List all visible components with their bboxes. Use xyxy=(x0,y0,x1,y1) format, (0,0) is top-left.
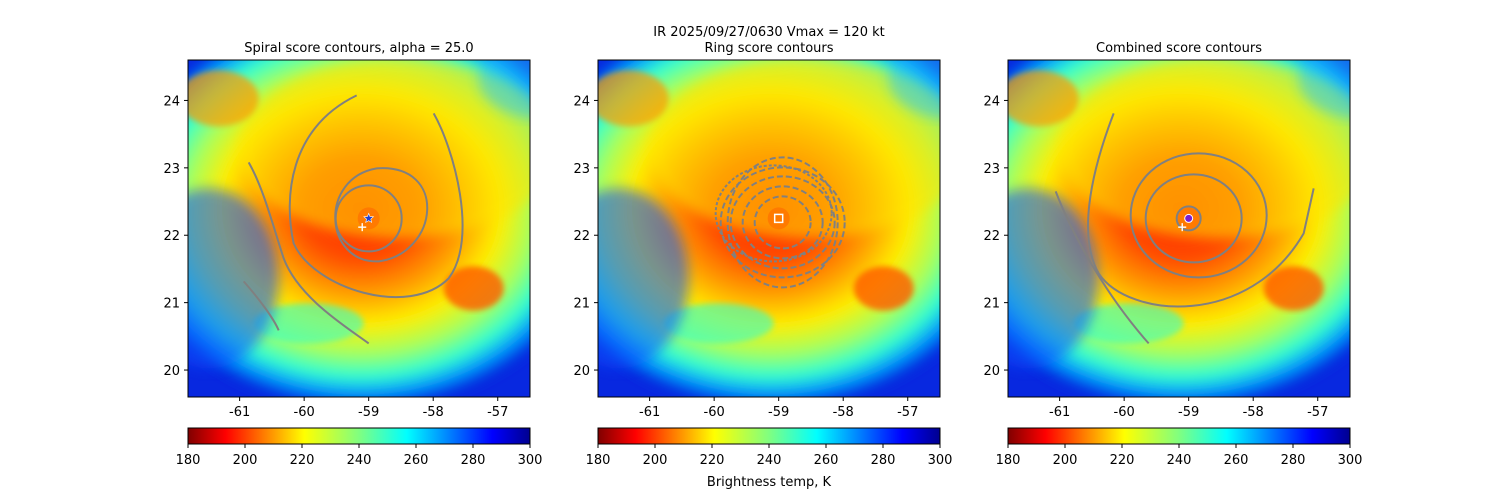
x-tick-label: -59 xyxy=(358,405,379,420)
colorbar-tick-label: 200 xyxy=(643,453,668,468)
panel-title: Combined score contours xyxy=(1096,41,1262,56)
x-tick-label: -57 xyxy=(487,405,508,420)
x-tick-label: -58 xyxy=(833,405,854,420)
panel-title: Ring score contours xyxy=(704,41,833,56)
colorbar-tick-label: 300 xyxy=(1338,453,1363,468)
x-tick-label: -61 xyxy=(1049,405,1070,420)
axes-frame xyxy=(187,59,531,398)
contour-line xyxy=(741,185,824,260)
colorbar-tick-label: 180 xyxy=(586,453,611,468)
x-tick-label: -58 xyxy=(423,405,444,420)
x-tick-label: -60 xyxy=(1114,405,1135,420)
colorbar-label: Brightness temp, K xyxy=(707,475,832,490)
x-tick-label: -57 xyxy=(897,405,918,420)
x-tick-label: -59 xyxy=(768,405,789,420)
panel-3: Combined score contours -61 -60 -59 -58 -57 20… xyxy=(983,41,1363,468)
panel-2: Ring score contours -61 -60 -59 -58 -57 20 21 22… xyxy=(573,41,953,468)
y-tick-label: 22 xyxy=(573,229,590,244)
contour-line xyxy=(714,164,833,263)
colorbar-tick-label: 260 xyxy=(1224,453,1249,468)
y-tick-label: 23 xyxy=(163,162,180,177)
x-tick-label: -58 xyxy=(1243,405,1264,420)
y-tick-label: 20 xyxy=(983,364,1000,379)
x-tick-label: -60 xyxy=(294,405,315,420)
colorbar-tick-label: 280 xyxy=(871,453,896,468)
y-tick-label: 22 xyxy=(983,229,1000,244)
colorbar-tick-label: 220 xyxy=(290,453,315,468)
center-star-marker xyxy=(363,212,375,224)
colorbar-tick-label: 300 xyxy=(518,453,543,468)
x-tick-label: -61 xyxy=(229,405,250,420)
y-tick-label: 24 xyxy=(983,94,1000,109)
x-tick-label: -61 xyxy=(639,405,660,420)
colorbar-tick-label: 300 xyxy=(928,453,953,468)
y-tick-label: 20 xyxy=(573,364,590,379)
colorbar-tick-label: 280 xyxy=(1281,453,1306,468)
colorbar-tick-label: 280 xyxy=(461,453,486,468)
contour-line xyxy=(242,280,280,331)
colorbar-tick-label: 260 xyxy=(814,453,839,468)
brightness-temp-heatmap xyxy=(598,60,940,397)
colorbar-tick-label: 240 xyxy=(757,453,782,468)
score-contours xyxy=(1054,113,1315,345)
colorbar-tick-label: 180 xyxy=(176,453,201,468)
first-guess-marker xyxy=(358,223,367,232)
panels: Spiral score contours, alpha = 25.0 -61 -6… xyxy=(163,41,1363,468)
contour-line xyxy=(1144,173,1243,264)
score-contours xyxy=(242,94,464,345)
colorbar-tick-label: 220 xyxy=(1110,453,1135,468)
y-tick-label: 24 xyxy=(573,94,590,109)
colorbar-tick-label: 240 xyxy=(1167,453,1192,468)
colorbar xyxy=(597,427,941,445)
axes-frame xyxy=(1007,59,1351,398)
contour-line xyxy=(334,167,429,263)
colorbar-tick-label: 240 xyxy=(347,453,372,468)
x-tick-label: -57 xyxy=(1307,405,1328,420)
figure-suptitle: IR 2025/09/27/0630 Vmax = 120 kt xyxy=(653,25,884,40)
contour-line xyxy=(1129,152,1268,279)
brightness-temp-heatmap xyxy=(188,60,530,397)
contour-line xyxy=(1087,113,1315,308)
y-tick-label: 21 xyxy=(163,297,180,312)
center-circle-marker xyxy=(1184,213,1194,223)
first-guess-marker xyxy=(1178,223,1187,232)
colorbar xyxy=(1007,427,1351,445)
score-contours xyxy=(714,156,846,289)
contour-line xyxy=(247,161,370,345)
contour-line xyxy=(334,184,403,253)
colorbar-tick-label: 220 xyxy=(700,453,725,468)
y-tick-label: 20 xyxy=(163,364,180,379)
contour-line xyxy=(726,156,839,289)
contour-line xyxy=(1054,191,1150,345)
y-tick-label: 21 xyxy=(573,297,590,312)
contour-line xyxy=(288,94,464,299)
colorbar-tick-label: 200 xyxy=(1053,453,1078,468)
contour-line xyxy=(719,166,846,279)
contour-line xyxy=(753,195,812,250)
panel-1: Spiral score contours, alpha = 25.0 -61 -6… xyxy=(163,41,543,468)
colorbar-tick-label: 200 xyxy=(233,453,258,468)
y-tick-label: 21 xyxy=(983,297,1000,312)
y-tick-label: 23 xyxy=(983,162,1000,177)
panel-title: Spiral score contours, alpha = 25.0 xyxy=(244,41,473,56)
center-square-marker xyxy=(773,213,784,224)
y-tick-label: 24 xyxy=(163,94,180,109)
y-tick-label: 22 xyxy=(163,229,180,244)
y-tick-label: 23 xyxy=(573,162,590,177)
colorbar-tick-label: 180 xyxy=(996,453,1021,468)
brightness-temp-heatmap xyxy=(1008,60,1350,397)
x-tick-label: -59 xyxy=(1178,405,1199,420)
x-tick-label: -60 xyxy=(704,405,725,420)
colorbar xyxy=(187,427,531,445)
axes-frame xyxy=(597,59,941,398)
contour-line xyxy=(729,175,836,270)
colorbar-tick-label: 260 xyxy=(404,453,429,468)
